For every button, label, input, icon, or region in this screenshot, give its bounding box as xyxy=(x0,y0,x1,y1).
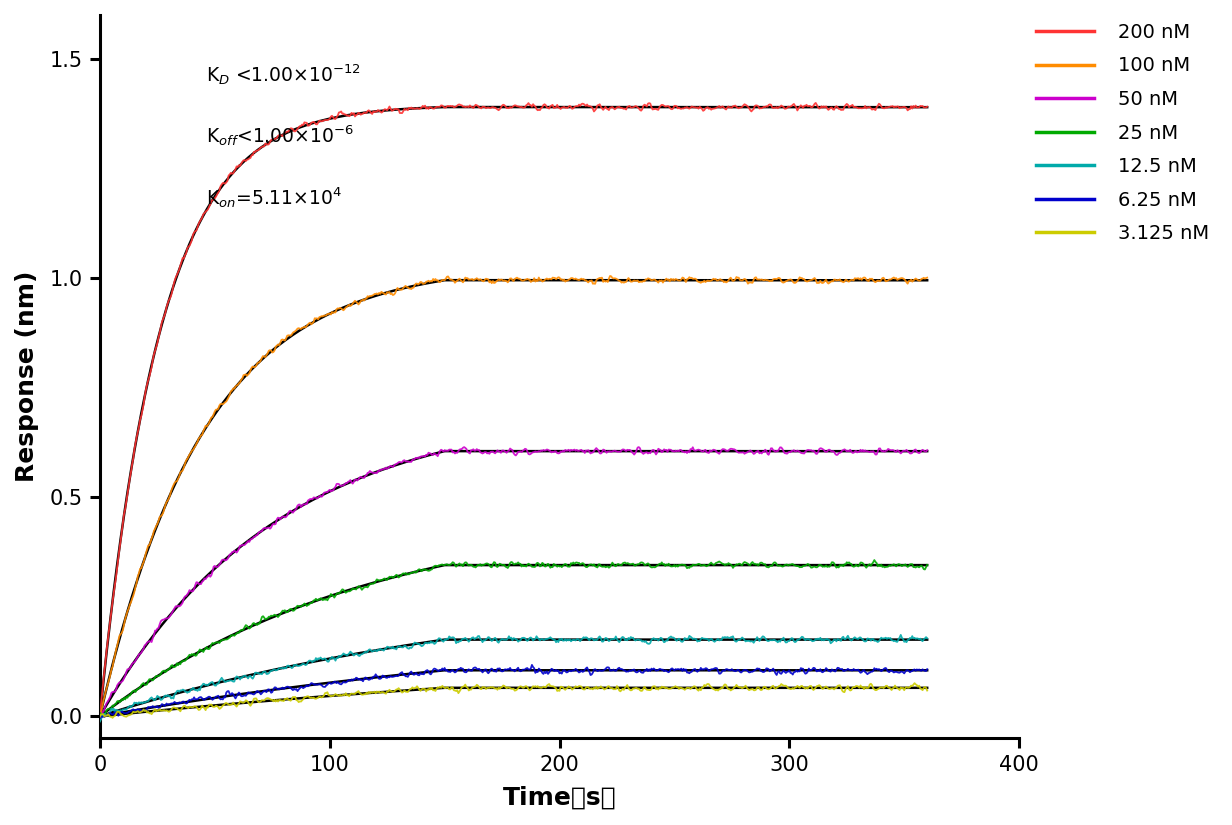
50 nM xyxy=(920,446,935,455)
12.5 nM xyxy=(309,655,324,665)
3.125 nM xyxy=(580,682,595,692)
50 nM xyxy=(580,446,595,455)
50 nM xyxy=(631,442,646,452)
25 nM xyxy=(867,555,882,565)
12.5 nM xyxy=(580,633,595,643)
6.25 nM xyxy=(92,714,107,724)
50 nM xyxy=(92,712,107,722)
25 nM xyxy=(580,561,595,571)
100 nM xyxy=(309,314,324,323)
3.125 nM xyxy=(845,683,860,693)
12.5 nM xyxy=(662,633,676,643)
6.25 nM xyxy=(845,666,860,676)
100 nM xyxy=(274,335,288,345)
200 nM xyxy=(662,101,676,111)
12.5 nM xyxy=(499,634,514,644)
25 nM xyxy=(275,606,290,615)
6.25 nM xyxy=(580,665,595,675)
Legend: 200 nM, 100 nM, 50 nM, 25 nM, 12.5 nM, 6.25 nM, 3.125 nM: 200 nM, 100 nM, 50 nM, 25 nM, 12.5 nM, 6… xyxy=(1029,15,1217,251)
6.25 nM xyxy=(920,664,935,674)
100 nM xyxy=(580,276,595,286)
25 nM xyxy=(96,711,111,721)
Text: K$_{on}$=5.11×10$^4$: K$_{on}$=5.11×10$^4$ xyxy=(206,185,341,210)
12.5 nM xyxy=(92,717,107,727)
12.5 nM xyxy=(893,630,908,640)
200 nM xyxy=(845,100,860,110)
200 nM xyxy=(499,103,514,113)
3.125 nM xyxy=(275,695,290,705)
Line: 100 nM: 100 nM xyxy=(100,276,928,720)
50 nM xyxy=(663,445,678,455)
Line: 12.5 nM: 12.5 nM xyxy=(100,635,928,722)
12.5 nM xyxy=(844,635,859,645)
6.25 nM xyxy=(499,665,514,675)
100 nM xyxy=(499,276,514,286)
25 nM xyxy=(920,560,935,570)
X-axis label: Time（s）: Time（s） xyxy=(503,786,616,810)
3.125 nM xyxy=(663,684,678,694)
Line: 50 nM: 50 nM xyxy=(100,447,928,717)
200 nM xyxy=(920,101,935,111)
25 nM xyxy=(663,560,678,570)
Line: 3.125 nM: 3.125 nM xyxy=(100,683,928,718)
6.25 nM xyxy=(663,666,678,676)
200 nM xyxy=(808,98,823,108)
100 nM xyxy=(845,276,860,285)
3.125 nM xyxy=(500,682,515,692)
50 nM xyxy=(309,493,324,503)
50 nM xyxy=(274,512,288,522)
3.125 nM xyxy=(920,686,935,695)
6.25 nM xyxy=(309,680,324,690)
12.5 nM xyxy=(274,663,288,673)
Line: 200 nM: 200 nM xyxy=(100,103,928,715)
Y-axis label: Response (nm): Response (nm) xyxy=(15,271,39,483)
Text: K$_D$ <1.00×10$^{-12}$: K$_D$ <1.00×10$^{-12}$ xyxy=(206,62,361,87)
6.25 nM xyxy=(525,660,540,670)
25 nM xyxy=(500,563,515,573)
Line: 6.25 nM: 6.25 nM xyxy=(100,665,928,719)
25 nM xyxy=(92,708,107,718)
Text: K$_{off}$<1.00×10$^{-6}$: K$_{off}$<1.00×10$^{-6}$ xyxy=(206,124,354,148)
100 nM xyxy=(602,271,617,281)
200 nM xyxy=(309,120,324,130)
100 nM xyxy=(920,273,935,283)
3.125 nM xyxy=(907,678,922,688)
50 nM xyxy=(499,448,514,458)
6.25 nM xyxy=(274,683,288,693)
200 nM xyxy=(92,710,107,720)
3.125 nM xyxy=(105,713,120,723)
200 nM xyxy=(274,130,288,140)
Line: 25 nM: 25 nM xyxy=(100,560,928,716)
100 nM xyxy=(92,715,107,725)
100 nM xyxy=(663,276,678,286)
25 nM xyxy=(310,595,325,605)
3.125 nM xyxy=(310,693,325,703)
3.125 nM xyxy=(92,712,107,722)
200 nM xyxy=(580,100,595,110)
25 nM xyxy=(845,561,860,571)
50 nM xyxy=(845,448,860,458)
12.5 nM xyxy=(920,634,935,644)
